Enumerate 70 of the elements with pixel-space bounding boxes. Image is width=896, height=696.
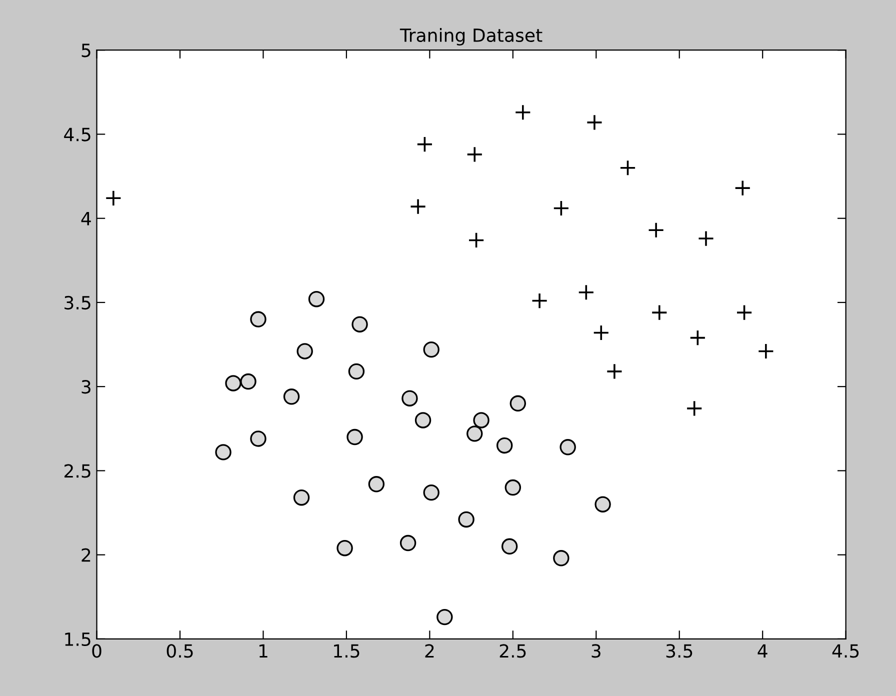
- point: [436, 608, 453, 626]
- point: [758, 343, 774, 360]
- point: [250, 430, 266, 447]
- point: [215, 444, 232, 460]
- point: [473, 412, 490, 428]
- point: [594, 496, 611, 512]
- point: [560, 439, 576, 456]
- point: [466, 426, 483, 442]
- y-tick-label: 4.5: [64, 128, 90, 142]
- point: [736, 304, 752, 321]
- point: [352, 316, 368, 332]
- chart-title: Traning Dataset: [400, 28, 542, 46]
- point: [501, 538, 518, 555]
- point: [402, 390, 418, 406]
- x-tick-label: 4.5: [832, 644, 859, 658]
- point: [416, 136, 433, 153]
- point: [466, 146, 483, 163]
- x-tick-label: 4: [758, 644, 768, 658]
- point: [410, 198, 426, 215]
- point: [651, 304, 668, 321]
- point: [552, 200, 570, 216]
- point: [504, 479, 522, 496]
- point: [414, 412, 432, 428]
- x-tick-label: 3.5: [666, 644, 692, 658]
- point: [648, 222, 664, 238]
- point: [346, 428, 363, 446]
- y-tick-label: 4: [81, 212, 91, 226]
- y-tick-label: 2.5: [64, 464, 90, 478]
- point: [620, 160, 636, 176]
- point: [336, 540, 353, 556]
- y-tick-label: 5: [82, 44, 90, 58]
- point: [240, 373, 256, 390]
- point: [606, 363, 623, 380]
- y-tick-label: 2: [82, 548, 90, 562]
- x-tick-label: 1: [259, 644, 268, 658]
- point: [400, 534, 416, 552]
- point: [423, 484, 440, 501]
- point: [225, 375, 242, 392]
- x-tick-label: 3: [592, 644, 600, 658]
- point: [689, 330, 706, 346]
- point: [458, 511, 474, 528]
- point: [468, 232, 484, 248]
- point: [686, 400, 703, 417]
- x-tick-label: 1.5: [334, 644, 360, 658]
- point: [105, 190, 122, 206]
- x-tick-label: 0: [92, 644, 102, 658]
- point: [348, 363, 365, 380]
- point: [423, 341, 440, 358]
- point: [296, 343, 313, 360]
- point: [368, 476, 385, 492]
- point: [514, 104, 532, 121]
- point: [592, 324, 610, 341]
- point: [283, 388, 300, 405]
- point: [553, 550, 570, 566]
- y-tick-label: 3.5: [64, 296, 90, 310]
- point: [734, 180, 751, 196]
- y-tick-label: 3: [82, 380, 90, 394]
- point: [698, 230, 714, 247]
- x-tick-label: 2.5: [500, 644, 526, 658]
- point: [250, 311, 266, 328]
- point: [308, 290, 325, 308]
- point: [496, 437, 513, 454]
- x-tick-label: 0.5: [166, 644, 193, 658]
- point: [531, 292, 548, 309]
- point: [510, 395, 526, 412]
- point: [578, 284, 594, 301]
- point: [293, 489, 310, 506]
- point: [586, 114, 603, 131]
- x-tick-label: 2: [425, 644, 434, 658]
- y-tick-label: 1.5: [65, 632, 90, 646]
